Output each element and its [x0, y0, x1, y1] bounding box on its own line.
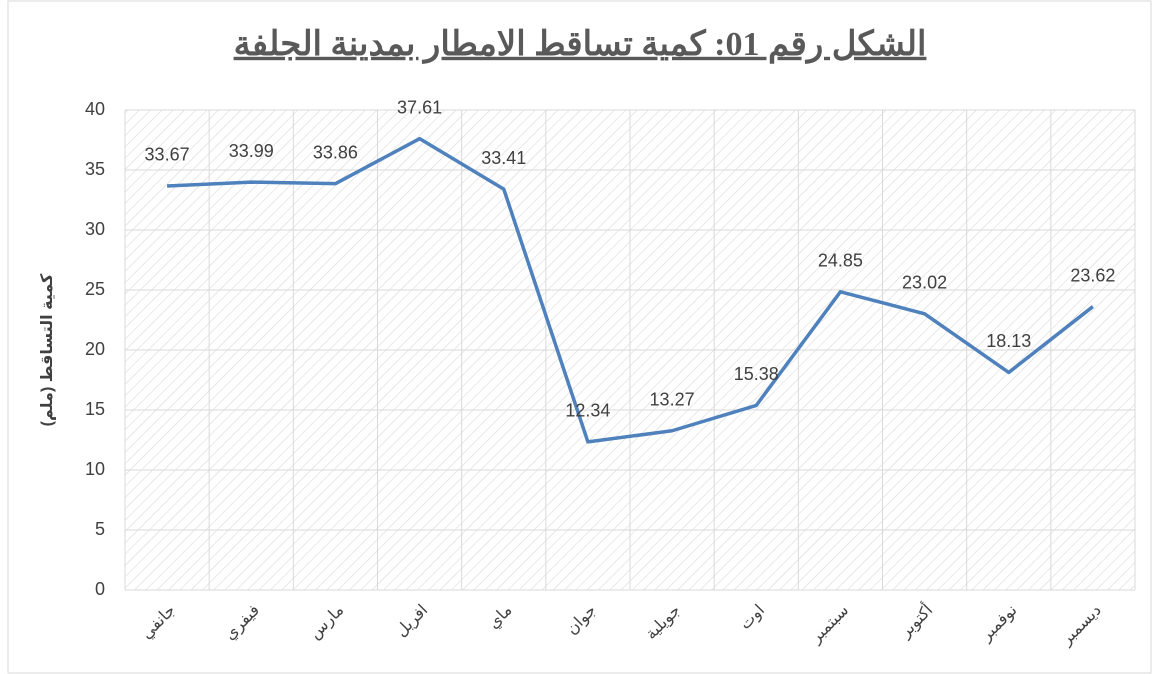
data-label: 23.02 [902, 273, 947, 293]
data-label: 33.67 [145, 145, 190, 165]
data-label: 12.34 [565, 401, 610, 421]
y-tick-label: 5 [95, 519, 105, 539]
y-tick-label: 15 [85, 399, 105, 419]
y-tick-label: 40 [85, 99, 105, 119]
y-tick-label: 10 [85, 459, 105, 479]
data-label: 33.99 [229, 141, 274, 161]
data-label: 15.38 [734, 364, 779, 384]
data-label: 37.61 [397, 97, 442, 117]
y-tick-label: 35 [85, 159, 105, 179]
y-tick-label: 30 [85, 219, 105, 239]
chart-title: الشكل رقم 01: كمية تساقط الامطار بمدينة … [234, 26, 927, 64]
y-tick-label: 20 [85, 339, 105, 359]
y-tick-label: 0 [95, 579, 105, 599]
y-tick-label: 25 [85, 279, 105, 299]
data-label: 24.85 [818, 251, 863, 271]
data-line [167, 136, 1094, 444]
y-axis-label: كمية التساقط (ملم) [39, 273, 56, 426]
data-label: 18.13 [986, 331, 1031, 351]
data-label: 13.27 [650, 390, 695, 410]
data-label: 33.86 [313, 142, 358, 162]
data-label: 23.62 [1070, 265, 1115, 285]
data-label: 33.41 [481, 148, 526, 168]
